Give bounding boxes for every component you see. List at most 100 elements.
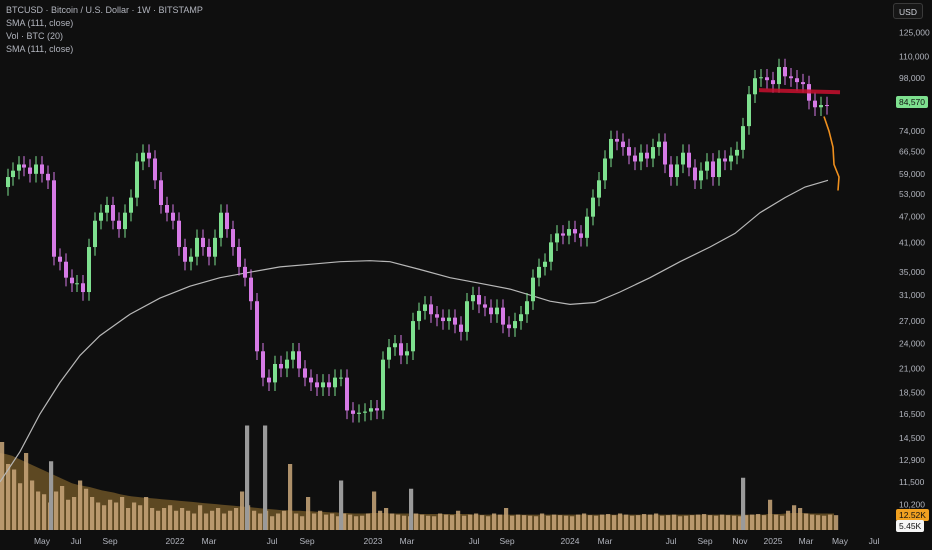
candle-body [777,67,781,85]
candle-body [111,205,115,221]
time-tick-0: May [34,536,51,546]
volume-bar [462,515,467,530]
volume-bar [216,508,221,530]
candle-body [375,408,379,411]
candle-body [513,321,517,329]
volume-sma-area [0,453,834,530]
projection-path[interactable] [823,116,840,191]
candle-body [441,317,445,322]
candle-body [207,247,211,257]
candle-body [93,220,97,248]
price-tick-6: 59,000 [899,169,925,179]
volume-bar [534,516,539,530]
sma-111-line [0,179,829,483]
time-tick-12: Mar [598,536,613,546]
volume-bar [732,515,737,530]
volume-spike-bar [339,480,344,530]
volume-bar [228,510,233,530]
volume-value-tag: 12.52K [896,509,929,521]
volume-bar [552,514,557,530]
time-axis[interactable]: May Jul Sep 2022 Mar Jul Sep 2023 Mar Jul Sep 2024 M… [34,536,880,546]
volume-bar [234,508,239,530]
volume-bar [480,515,485,530]
candle-body [267,377,271,383]
volume-bar [132,502,137,530]
volume-bar [330,513,335,530]
volume-bar [600,514,605,530]
candle-body [549,242,553,262]
volume-bar [486,516,491,530]
time-tick-9: Jul [469,536,480,546]
volume-bar [720,514,725,530]
candle-body [417,310,421,322]
candle-body [87,247,91,293]
volume-bar [114,502,119,530]
volume-bar [504,508,509,530]
volume-bar [396,514,401,530]
candle-body [279,363,283,369]
candle-body [591,197,595,217]
candle-body [195,237,199,257]
volume-bar [750,514,755,530]
candle-body [213,237,217,257]
price-axis[interactable]: 125,000 110,000 98,000 74,000 66,500 59,000 53… [899,27,930,509]
candle-body [789,76,793,79]
candle-body [399,343,403,356]
price-tick-7: 53,000 [899,189,925,199]
volume-bar [156,510,161,530]
currency-button[interactable]: USD [893,3,923,19]
candle-body [189,256,193,262]
price-tick-13: 24,000 [899,338,925,348]
candle-body [243,266,247,278]
candle-body [675,164,679,178]
volume-bar [492,513,497,530]
candle-body [129,197,133,213]
volume-spike-bar [409,488,414,530]
time-tick-4: Mar [202,536,217,546]
candle-body [759,77,763,79]
candle-body [40,164,44,174]
volume-bar [690,515,695,530]
candle-body [309,377,313,383]
volume-bar [150,508,155,530]
candle-body [273,363,277,383]
candle-body [183,247,187,262]
resistance-line[interactable] [758,88,841,95]
time-tick-2: Sep [102,536,117,546]
volume-spike-bar [49,461,54,530]
volume-bar [174,510,179,530]
candle-body [489,307,493,315]
candle-body [369,408,373,412]
volume-bar [144,497,149,530]
volume-spike-bar [741,477,746,530]
volume-bar [648,514,653,530]
sma-legend[interactable]: SMA (111, close) [6,18,74,28]
volume-sma-value-tag: 5.45K [896,520,925,532]
candle-body [315,382,319,388]
candle-body [747,94,751,127]
candle-body [519,314,523,322]
user-drawings[interactable] [758,88,841,191]
volume-sma-legend[interactable]: SMA (111, close) [6,44,74,54]
volume-bar [300,516,305,530]
candle-body [303,368,307,378]
time-tick-18: May [832,536,849,546]
time-tick-8: Mar [400,536,415,546]
candle-body [801,82,805,85]
candle-body [597,180,601,198]
volume-bar [72,497,77,530]
volume-bar [660,515,665,530]
volume-legend[interactable]: Vol · BTC (20) [6,31,64,41]
price-tick-16: 16,500 [899,409,925,419]
candle-body [423,304,427,311]
time-tick-13: Jul [666,536,677,546]
symbol-legend[interactable]: BTCUSD · Bitcoin / U.S. Dollar · 1W · BI… [6,5,203,15]
candle-body [825,105,829,107]
candle-body [333,377,337,388]
price-tick-4: 74,000 [899,126,925,136]
volume-bar [636,515,641,530]
volume-bar [78,480,83,530]
volume-pane [0,425,839,530]
volume-bar [402,515,407,530]
